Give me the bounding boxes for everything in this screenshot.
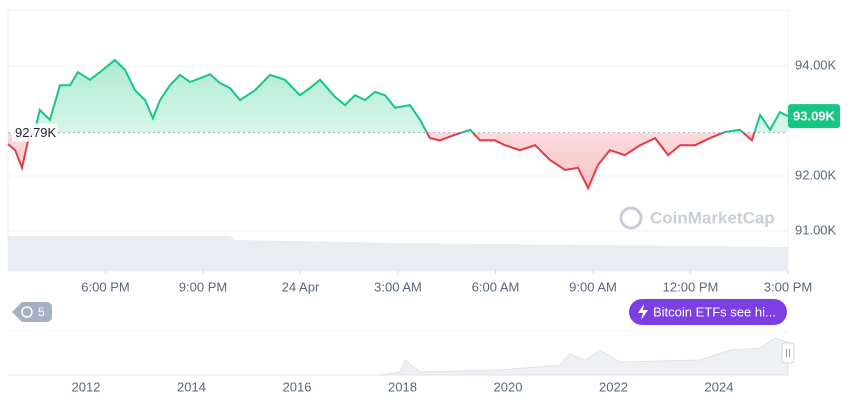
navigator-year: 2024 [705,379,734,394]
y-tick-label: 92.00K [795,167,837,182]
price-tag [788,104,840,129]
badge-count: 5 [38,305,45,319]
price-tag-label: 93.09K [793,109,836,124]
x-tick-label: 9:00 PM [179,279,227,294]
navigator-year: 2022 [599,379,628,394]
x-tick-label: 6:00 AM [472,279,520,294]
y-tick-label: 94.00K [795,58,837,73]
navigator-year: 2020 [494,379,523,394]
baseline-label-bg [12,123,58,142]
y-tick-label: 91.00K [795,222,837,237]
watermark: CoinMarketCap [619,206,775,230]
navigator-year: 2012 [72,379,101,394]
history-badge[interactable]: 5 [12,302,52,322]
area-above [8,60,788,133]
watermark-text: CoinMarketCap [650,208,775,227]
x-tick-label: 12:00 PM [663,279,719,294]
price-line-above [31,58,789,133]
baseline-label: 92.79K [15,125,57,140]
price-line-below [7,132,756,191]
navigator-year: 2016 [283,379,312,394]
news-text: Bitcoin ETFs see hi... [653,304,776,319]
x-tick-label: 3:00 PM [764,279,812,294]
navigator-year: 2014 [177,379,206,394]
x-tick-label: 6:00 PM [81,279,129,294]
x-tick-label: 3:00 AM [374,279,422,294]
x-tick-label: 9:00 AM [569,279,617,294]
area-below [8,132,755,189]
navigator-year: 2018 [388,379,417,394]
navigator[interactable] [8,330,795,376]
news-pill[interactable]: Bitcoin ETFs see hi... [629,299,787,325]
volume-area [8,236,788,271]
x-tick-label: 24 Apr [282,279,320,294]
